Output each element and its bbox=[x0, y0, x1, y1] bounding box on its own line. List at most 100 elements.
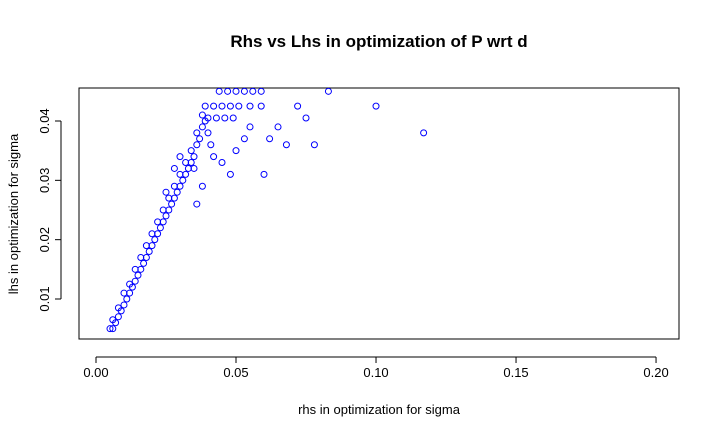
point bbox=[148, 230, 156, 238]
point bbox=[235, 102, 243, 110]
point bbox=[193, 129, 201, 137]
point bbox=[140, 259, 148, 267]
point bbox=[120, 301, 128, 309]
point bbox=[310, 141, 318, 149]
point bbox=[165, 206, 173, 214]
point bbox=[266, 135, 274, 143]
point bbox=[154, 230, 162, 238]
point bbox=[207, 141, 215, 149]
point bbox=[131, 265, 139, 273]
point bbox=[156, 224, 164, 232]
point bbox=[260, 170, 268, 178]
point bbox=[142, 242, 150, 250]
point bbox=[257, 87, 265, 95]
point bbox=[232, 147, 240, 155]
point bbox=[372, 102, 380, 110]
x-tick-label: 0.05 bbox=[223, 365, 248, 380]
point bbox=[126, 289, 134, 297]
point bbox=[162, 212, 170, 220]
point bbox=[212, 114, 220, 122]
point bbox=[154, 218, 162, 226]
point bbox=[170, 164, 178, 172]
y-tick-label: 0.02 bbox=[37, 227, 52, 252]
point bbox=[204, 114, 212, 122]
y-tick-label: 0.03 bbox=[37, 168, 52, 193]
point bbox=[282, 141, 290, 149]
point bbox=[184, 164, 192, 172]
point bbox=[176, 153, 184, 161]
point bbox=[137, 265, 145, 273]
point bbox=[142, 253, 150, 261]
point bbox=[218, 102, 226, 110]
point bbox=[196, 135, 204, 143]
point bbox=[159, 218, 167, 226]
point bbox=[109, 316, 117, 324]
x-tick-label: 0.10 bbox=[363, 365, 388, 380]
point bbox=[117, 307, 125, 315]
point bbox=[240, 87, 248, 95]
point bbox=[182, 170, 190, 178]
point bbox=[218, 159, 226, 167]
point bbox=[246, 123, 254, 131]
point bbox=[201, 102, 209, 110]
x-axis-label: rhs in optimization for sigma bbox=[298, 402, 461, 417]
x-tick-label: 0.15 bbox=[503, 365, 528, 380]
point bbox=[294, 102, 302, 110]
point bbox=[324, 87, 332, 95]
point bbox=[134, 271, 142, 279]
point bbox=[193, 141, 201, 149]
point bbox=[109, 325, 117, 333]
point bbox=[168, 200, 176, 208]
point bbox=[249, 87, 257, 95]
point bbox=[274, 123, 282, 131]
point bbox=[215, 87, 223, 95]
point bbox=[224, 87, 232, 95]
point bbox=[190, 164, 198, 172]
point bbox=[210, 153, 218, 161]
x-tick-label: 0.20 bbox=[643, 365, 668, 380]
point bbox=[221, 114, 229, 122]
y-tick-label: 0.01 bbox=[37, 286, 52, 311]
point bbox=[190, 153, 198, 161]
point bbox=[145, 248, 153, 256]
point bbox=[246, 102, 254, 110]
point bbox=[162, 188, 170, 196]
y-axis-label: lhs in optimization for sigma bbox=[6, 133, 21, 294]
point bbox=[193, 200, 201, 208]
point bbox=[302, 114, 310, 122]
point bbox=[131, 277, 139, 285]
point bbox=[179, 176, 187, 184]
point bbox=[229, 114, 237, 122]
point bbox=[123, 295, 131, 303]
point bbox=[173, 188, 181, 196]
point bbox=[226, 102, 234, 110]
point bbox=[114, 313, 122, 321]
point bbox=[151, 236, 159, 244]
point bbox=[204, 129, 212, 137]
x-tick-label: 0.00 bbox=[83, 365, 108, 380]
point bbox=[120, 289, 128, 297]
point bbox=[232, 87, 240, 95]
plot-frame bbox=[78, 87, 680, 340]
point bbox=[187, 147, 195, 155]
point bbox=[176, 182, 184, 190]
point bbox=[182, 159, 190, 167]
point bbox=[198, 111, 206, 119]
point bbox=[176, 170, 184, 178]
point bbox=[170, 182, 178, 190]
point bbox=[165, 194, 173, 202]
point bbox=[106, 325, 114, 333]
point bbox=[226, 170, 234, 178]
point bbox=[210, 102, 218, 110]
point bbox=[170, 194, 178, 202]
point bbox=[159, 206, 167, 214]
point bbox=[198, 182, 206, 190]
chart-title: Rhs vs Lhs in optimization of P wrt d bbox=[230, 32, 527, 51]
point bbox=[148, 242, 156, 250]
point bbox=[257, 102, 265, 110]
point bbox=[240, 135, 248, 143]
point bbox=[128, 283, 136, 291]
point bbox=[187, 159, 195, 167]
y-tick-label: 0.04 bbox=[37, 108, 52, 133]
